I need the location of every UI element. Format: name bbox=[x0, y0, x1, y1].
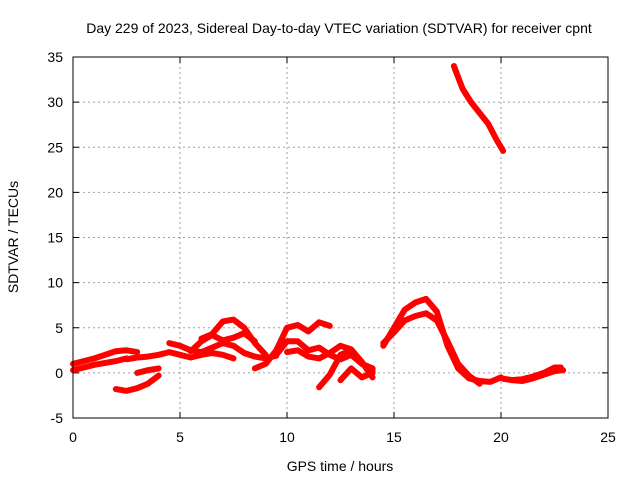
axis-ticks: 0 5 10 15 20 25 -5 0 5 10 15 20 25 30 35 bbox=[47, 49, 616, 445]
series-track-e bbox=[123, 349, 237, 363]
series-track-q bbox=[508, 367, 567, 384]
series-track-d bbox=[134, 365, 162, 376]
x-axis-label: GPS time / hours bbox=[287, 458, 394, 474]
y-tick-label: 20 bbox=[47, 184, 63, 200]
series-track-b bbox=[70, 355, 130, 374]
chart-title: Day 229 of 2023, Sidereal Day-to-day VTE… bbox=[86, 20, 592, 36]
x-tick-label: 5 bbox=[176, 429, 184, 445]
plot-frame bbox=[72, 56, 609, 419]
y-tick-label: 5 bbox=[55, 320, 63, 336]
y-tick-label: 30 bbox=[47, 94, 63, 110]
x-tick-label: 10 bbox=[279, 429, 295, 445]
series-track-l bbox=[316, 347, 376, 391]
x-tick-label: 0 bbox=[69, 429, 77, 445]
series-track-i bbox=[251, 319, 333, 372]
y-axis-label: SDTVAR / TECUs bbox=[5, 181, 21, 293]
series-track-n bbox=[380, 295, 504, 385]
x-tick-label: 25 bbox=[600, 429, 616, 445]
y-tick-label: 25 bbox=[47, 139, 63, 155]
series-track-a bbox=[70, 347, 141, 367]
series-track-o bbox=[380, 310, 483, 387]
y-tick-label: 15 bbox=[47, 230, 63, 246]
series-track-h bbox=[187, 330, 258, 355]
y-tick-label: 35 bbox=[47, 49, 63, 65]
series-track-m bbox=[337, 365, 376, 384]
y-tick-label: -5 bbox=[51, 410, 64, 426]
y-tick-label: 10 bbox=[47, 275, 63, 291]
x-tick-label: 20 bbox=[493, 429, 509, 445]
series-track-r bbox=[450, 63, 507, 154]
x-tick-label: 15 bbox=[386, 429, 402, 445]
data-series bbox=[70, 63, 567, 394]
y-tick-label: 0 bbox=[55, 365, 63, 381]
grid-lines bbox=[73, 57, 608, 418]
series-track-c bbox=[112, 372, 162, 394]
